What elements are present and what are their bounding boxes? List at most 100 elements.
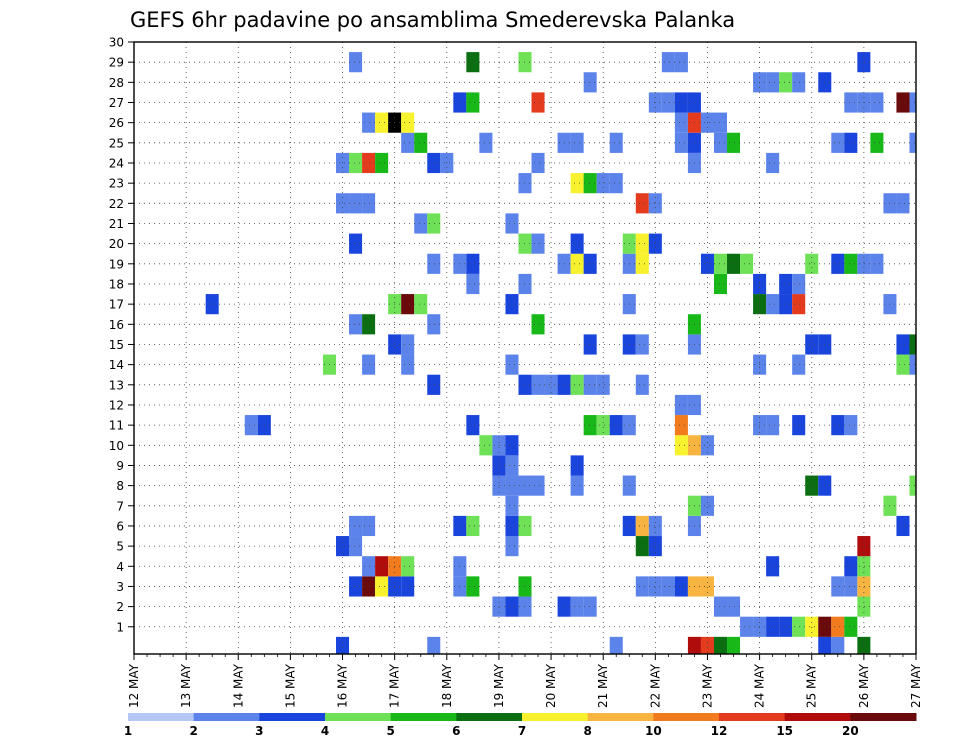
heatmap-cell: [596, 173, 610, 194]
colorbar-label: 5: [386, 724, 394, 738]
heatmap-cell: [362, 556, 376, 577]
heatmap-cell: [844, 556, 858, 577]
heatmap-cell: [505, 435, 519, 456]
x-tick-label: 25 MAY: [805, 663, 819, 708]
heatmap-cell: [831, 616, 845, 637]
heatmap-cell: [505, 515, 519, 537]
heatmap-cell: [362, 354, 376, 375]
colorbar-swatch: [653, 713, 720, 721]
heatmap-cell: [570, 173, 584, 194]
heatmap-cell: [349, 515, 363, 537]
x-tick-label: 23 MAY: [700, 663, 714, 708]
heatmap-cell: [375, 556, 389, 577]
y-tick-label: 9: [116, 459, 124, 473]
heatmap-cell: [414, 294, 428, 315]
heatmap-cell: [870, 92, 884, 113]
heatmap-cell: [896, 515, 910, 537]
heatmap-cell: [205, 294, 219, 315]
heatmap-cell: [857, 636, 871, 654]
heatmap-cell: [674, 92, 688, 113]
heatmap-cell: [896, 92, 910, 113]
heatmap-cell: [909, 92, 916, 113]
colorbar-swatch: [390, 713, 457, 721]
heatmap-cell: [349, 193, 363, 214]
colorbar-label: 2: [189, 724, 197, 738]
heatmap-cell: [570, 233, 584, 254]
heatmap-cell: [674, 112, 688, 133]
heatmap-cell: [336, 193, 350, 214]
heatmap-cell: [766, 72, 780, 93]
y-tick-label: 27: [109, 96, 124, 110]
heatmap-cell: [349, 314, 363, 335]
heatmap-cell: [583, 334, 597, 355]
heatmap-cell: [896, 334, 910, 355]
heatmap-cell: [401, 112, 415, 133]
heatmap-cell: [857, 536, 871, 557]
heatmap-cell: [870, 253, 884, 274]
heatmap-cell: [700, 495, 714, 516]
heatmap-cell: [401, 294, 415, 315]
y-axis: 1234567891011121314151617181920212223242…: [109, 36, 134, 634]
heatmap-cell: [792, 616, 806, 637]
y-tick-label: 20: [109, 237, 124, 251]
heatmap-cell: [570, 132, 584, 153]
colorbar-label: 20: [842, 724, 859, 738]
heatmap-cell: [831, 576, 845, 597]
heatmap-cell: [766, 616, 780, 637]
y-tick-label: 25: [109, 136, 124, 150]
colorbar-label: 4: [321, 724, 329, 738]
heatmap-cell: [505, 475, 519, 496]
x-tick-label: 16 MAY: [336, 663, 350, 708]
heatmap-cell: [596, 415, 610, 436]
heatmap-cell: [635, 515, 649, 537]
heatmap-cell: [401, 334, 415, 355]
heatmap-cell: [700, 636, 714, 654]
heatmap-cell: [857, 253, 871, 274]
heatmap-cell: [570, 475, 584, 496]
heatmap-cell: [661, 576, 675, 597]
x-tick-label: 12 MAY: [127, 663, 141, 708]
heatmap-cell: [674, 415, 688, 436]
colorbar-label: 12: [711, 724, 728, 738]
heatmap-cell: [635, 334, 649, 355]
gridlines: [133, 41, 917, 654]
heatmap-cell: [896, 354, 910, 375]
colorbar-label: 10: [645, 724, 662, 738]
heatmap-cell: [349, 152, 363, 174]
y-tick-label: 18: [109, 277, 124, 291]
y-tick-label: 5: [116, 540, 124, 554]
x-tick-label: 20 MAY: [544, 663, 558, 708]
heatmap-cell: [727, 636, 741, 654]
heatmap-cell: [570, 253, 584, 274]
x-tick-label: 18 MAY: [440, 663, 454, 708]
heatmap-cell: [674, 52, 688, 73]
heatmap-cell: [401, 556, 415, 577]
heatmap-cell: [427, 213, 441, 234]
y-tick-label: 13: [109, 378, 124, 392]
colorbar-swatch: [719, 713, 786, 721]
heatmap-cell: [857, 556, 871, 577]
heatmap-cell: [492, 435, 506, 456]
heatmap-cell: [909, 475, 916, 496]
heatmap-cell: [844, 576, 858, 597]
colorbar-swatch: [193, 713, 260, 721]
heatmap-cell: [779, 616, 793, 637]
heatmap-cell: [831, 253, 845, 274]
heatmap-cell: [427, 636, 441, 654]
y-tick-label: 16: [109, 318, 124, 332]
heatmap-cell: [700, 435, 714, 456]
heatmap-cell: [674, 394, 688, 416]
heatmap-cell: [466, 576, 480, 597]
heatmap-cell: [713, 273, 728, 295]
heatmap-cell: [766, 294, 780, 315]
colorbar-legend: 1 2 3 4 5 6 7 8 10 12 15 20: [124, 713, 917, 738]
heatmap-cell: [648, 233, 662, 254]
heatmap-cell: [427, 152, 441, 174]
chart-title: GEFS 6hr padavine po ansamblima Smederev…: [130, 8, 735, 32]
y-tick-label: 8: [116, 479, 124, 493]
x-tick-label: 13 MAY: [179, 663, 193, 708]
heatmap-cell: [727, 253, 741, 274]
heatmap-cell: [805, 616, 819, 637]
y-tick-label: 29: [109, 56, 124, 70]
x-tick-label: 24 MAY: [753, 663, 767, 708]
